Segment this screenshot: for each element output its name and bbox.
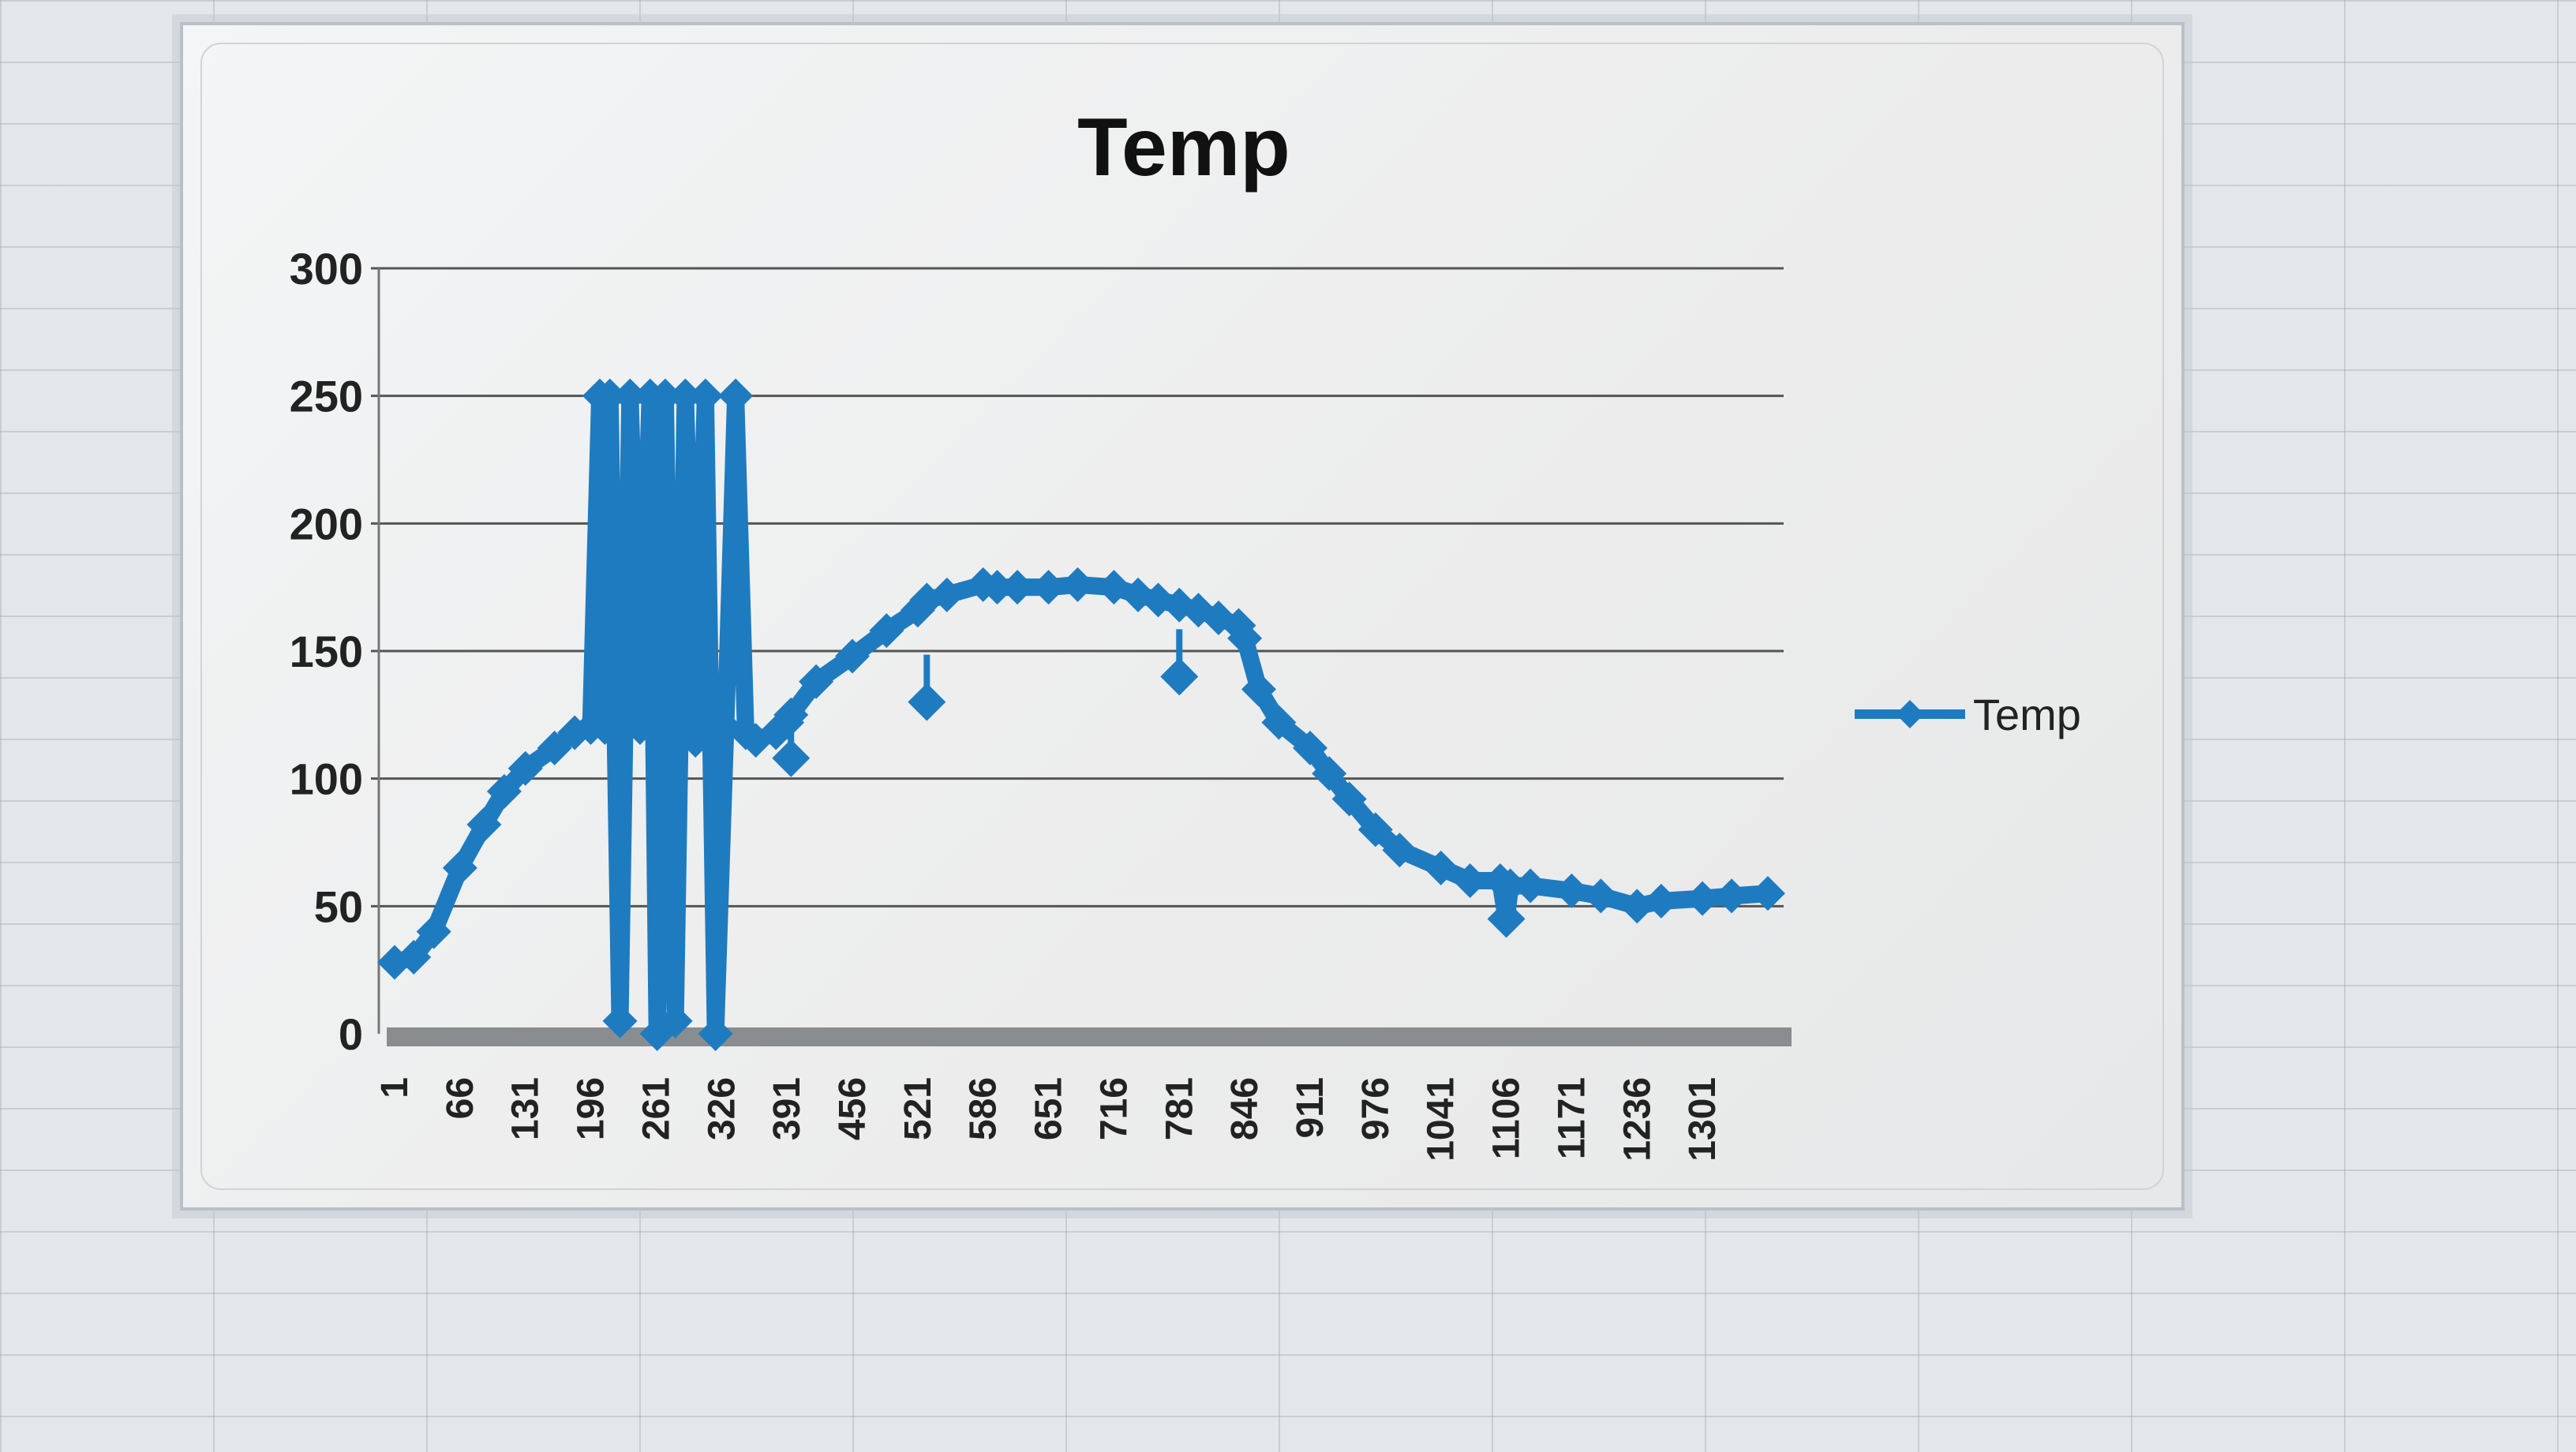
- data-point-50: [1241, 672, 1276, 707]
- y-tick-label-0: 0: [339, 1009, 363, 1059]
- data-point-32: [835, 638, 870, 674]
- data-point-39: [1000, 570, 1035, 605]
- data-point-61: [1492, 868, 1528, 904]
- legend-label: Temp: [1973, 690, 2081, 739]
- x-tick-label-586: 586: [963, 1077, 1005, 1140]
- data-point-15: [623, 710, 658, 745]
- data-point-41: [1060, 567, 1095, 602]
- data-point-3: [442, 850, 477, 885]
- x-tick-label-1: 1: [374, 1077, 416, 1098]
- x-axis-ticks: 1 66 131 196 261 326 391 456 521 586 651 716 781 846 9…: [374, 1077, 1724, 1162]
- data-point-66: [1643, 883, 1679, 919]
- data-point-12: [592, 378, 627, 414]
- data-point-58: [1452, 863, 1488, 898]
- data-point-18: [647, 378, 683, 414]
- data-point-55: [1357, 812, 1393, 848]
- x-tick-label-651: 651: [1028, 1077, 1070, 1140]
- data-point-31: [799, 664, 834, 699]
- outlier-point-1: [908, 683, 946, 721]
- data-point-11: [587, 710, 623, 745]
- x-tick-label-716: 716: [1093, 1077, 1135, 1140]
- chart-title: Temp: [1077, 102, 1290, 193]
- x-tick-label-391: 391: [766, 1077, 808, 1140]
- x-tick-label-911: 911: [1290, 1077, 1331, 1138]
- y-tick-label-250: 250: [290, 372, 363, 421]
- x-tick-label-1236: 1236: [1616, 1077, 1658, 1162]
- data-point-5: [486, 773, 522, 809]
- outlier-point-2: [1160, 657, 1199, 696]
- x-tick-label-1171: 1171: [1551, 1077, 1593, 1159]
- data-point-62: [1513, 868, 1548, 904]
- data-point-40: [1031, 570, 1066, 605]
- data-point-25: [718, 378, 754, 414]
- data-point-52: [1293, 730, 1327, 765]
- x-tick-label-1041: 1041: [1421, 1077, 1462, 1162]
- x-tick-label-521: 521: [897, 1077, 939, 1140]
- data-point-6: [507, 750, 543, 786]
- data-point-7: [537, 730, 572, 765]
- chart-frame[interactable]: [180, 22, 2185, 1211]
- data-point-20: [668, 378, 703, 414]
- x-tick-label-131: 131: [505, 1077, 547, 1140]
- data-point-22: [687, 378, 723, 414]
- legend-marker: [1896, 700, 1924, 728]
- data-point-65: [1619, 889, 1655, 924]
- data-point-2: [416, 914, 451, 949]
- x-tick-label-1106: 1106: [1486, 1077, 1528, 1159]
- data-point-68: [1714, 878, 1750, 914]
- y-axis-ticks: 0 50 100 150 200 250 300: [290, 244, 363, 1059]
- data-point-38: [979, 570, 1015, 605]
- data-point-4: [466, 806, 502, 842]
- outlier-point-3: [1487, 900, 1526, 938]
- data-point-57: [1423, 850, 1458, 885]
- x-tick-label-781: 781: [1159, 1077, 1200, 1140]
- x-tick-label-1301: 1301: [1682, 1077, 1724, 1162]
- data-point-33: [869, 613, 904, 649]
- data-point-1: [396, 940, 432, 975]
- x-tick-label-326: 326: [701, 1077, 743, 1140]
- x-tick-label-456: 456: [832, 1077, 874, 1140]
- data-point-51: [1261, 705, 1297, 740]
- data-point-67: [1685, 881, 1720, 916]
- data-point-19: [657, 1003, 693, 1038]
- data-point-36: [929, 577, 964, 612]
- x-tick-label-846: 846: [1224, 1077, 1266, 1140]
- series-temp: [377, 378, 1785, 1051]
- data-point-69: [1750, 876, 1785, 911]
- legend: Temp: [1855, 690, 2081, 739]
- data-point-53: [1312, 756, 1347, 791]
- x-tick-label-66: 66: [440, 1077, 481, 1119]
- y-tick-label-200: 200: [290, 499, 363, 548]
- y-tick-label-300: 300: [290, 244, 363, 294]
- data-point-14: [612, 378, 648, 414]
- x-axis-line: [387, 1027, 1792, 1046]
- outlier-point-0: [772, 739, 811, 777]
- chart-area: [200, 43, 2164, 1190]
- y-tick-label-150: 150: [290, 627, 363, 676]
- x-tick-label-261: 261: [635, 1077, 677, 1140]
- y-tick-label-50: 50: [314, 881, 363, 931]
- data-point-13: [602, 1003, 638, 1038]
- data-point-64: [1583, 878, 1619, 914]
- data-point-56: [1382, 833, 1417, 868]
- data-point-23: [698, 1016, 733, 1051]
- x-tick-label-196: 196: [571, 1077, 612, 1140]
- data-point-49: [1227, 620, 1263, 656]
- data-point-63: [1554, 873, 1589, 908]
- data-point-21: [678, 723, 713, 758]
- x-tick-label-976: 976: [1355, 1077, 1397, 1140]
- y-tick-label-100: 100: [290, 754, 363, 804]
- data-point-54: [1331, 781, 1367, 817]
